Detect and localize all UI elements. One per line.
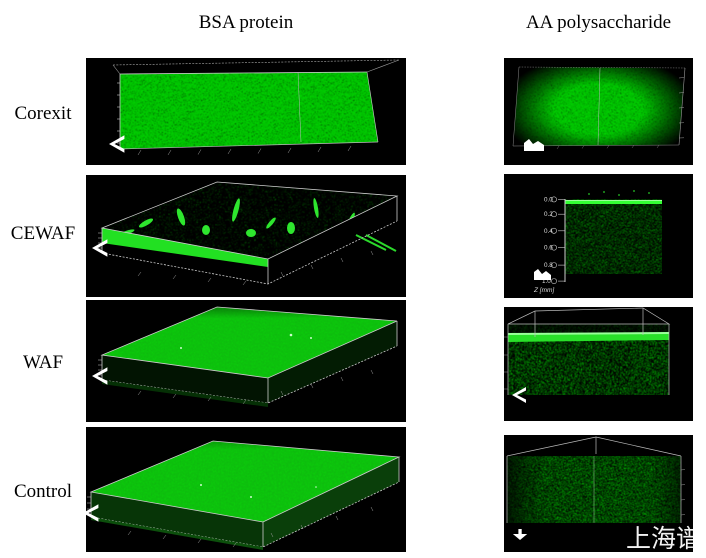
svg-text:0.4: 0.4	[544, 228, 553, 235]
svg-text:0.6: 0.6	[544, 245, 553, 252]
svg-text:Z [mm]: Z [mm]	[533, 287, 554, 294]
svg-text:0.0: 0.0	[544, 196, 553, 203]
svg-text:0.2: 0.2	[544, 211, 553, 218]
svg-text:0.8: 0.8	[544, 262, 553, 269]
svg-text:上海谱: 上海谱	[626, 525, 693, 552]
